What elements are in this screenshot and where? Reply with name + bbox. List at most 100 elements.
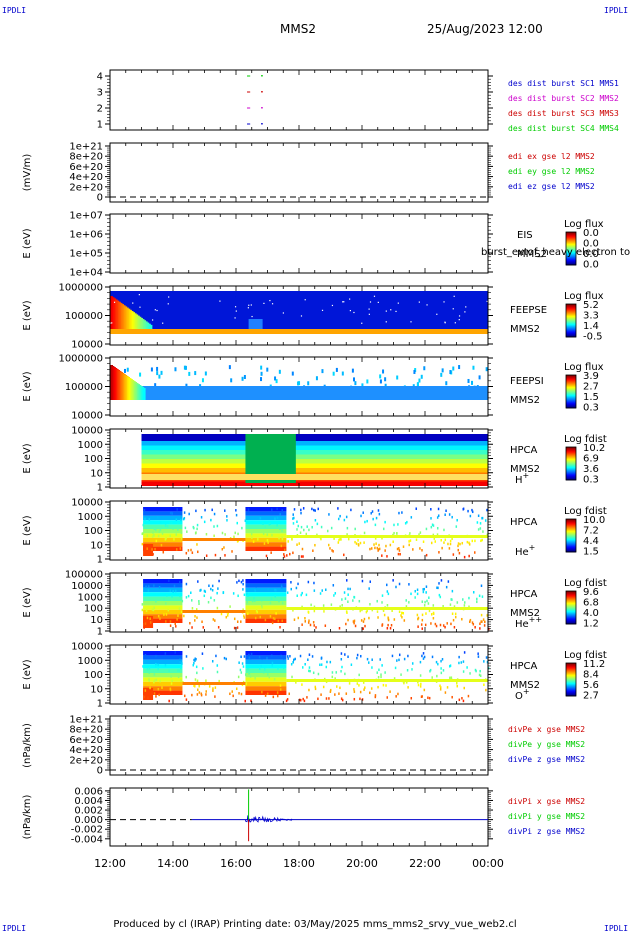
heatmap-cell [138,316,142,329]
heatmap-cell [341,665,343,669]
heatmap-cell [260,377,263,382]
y-tick-label: 2e+20 [69,755,103,766]
colorbar-segment [566,519,576,521]
heatmap-cell [124,306,128,329]
heatmap-cell [173,584,176,588]
heatmap-cell [245,587,287,593]
colorbar-segment [566,597,576,600]
heatmap-cell [203,594,206,598]
heatmap-cell [350,663,353,666]
heatmap-cell [197,580,199,583]
heatmap-cell [356,653,359,657]
heatmap-cell [430,541,433,545]
heatmap-cell [386,583,388,587]
heatmap-cell [474,551,476,554]
y-tick-label: 1e+07 [69,211,103,222]
heatmap-cell [175,518,178,522]
heatmap-cell [471,621,474,624]
heatmap-cell [436,586,438,589]
heatmap-cell [251,536,253,539]
colorbar-tick-label: 10.0 [583,515,605,526]
heatmap-cell [452,618,455,622]
heatmap-cell [180,515,183,518]
heatmap-cell [267,588,269,591]
heatmap-cell [444,538,447,542]
heatmap-cell [438,582,440,585]
colorbar-segment [566,526,576,529]
heatmap-cell [435,660,438,664]
heatmap-cell [316,522,319,526]
heatmap-cell [263,668,266,672]
colorbar-segment [566,668,576,670]
colorbar-segment [566,249,576,252]
heatmap-cell [418,533,420,536]
y-tick-label: 1 [97,627,103,638]
heatmap-cell [212,618,215,621]
heatmap-cell [439,688,442,691]
heatmap-cell [260,371,263,376]
heatmap-cell [344,597,347,600]
heatmap-cell [271,661,274,665]
y-tick-label: 10000 [71,411,103,422]
heatmap-cell [254,676,256,680]
heatmap-cell [266,367,269,372]
heatmap-cell [440,372,443,377]
heatmap-cell [376,546,379,550]
colorbar-segment [566,547,576,550]
heatmap-cell [270,597,273,600]
heatmap-cell [144,689,147,692]
heatmap-cell [132,302,134,304]
heatmap-cell [292,609,294,612]
heatmap-cell [472,365,475,370]
heatmap-cell [143,618,183,623]
heatmap-cell [282,312,284,314]
colorbar-segment [566,257,576,259]
heatmap-cell [198,602,200,606]
colorbar-segment [566,334,576,337]
heatmap-cell [418,301,420,303]
heatmap-cell [307,658,309,661]
heatmap-cell [344,672,346,676]
heatmap-cell [170,521,173,525]
heatmap-cell [168,699,170,703]
heatmap-cell [337,507,339,510]
heatmap-cell [442,669,445,672]
heatmap-cell [363,531,366,535]
heatmap-cell [416,613,419,617]
heatmap-cell [332,550,334,553]
y-axis-label: E (eV) [22,659,33,689]
colorbar-segment [566,399,576,401]
heatmap-cell [382,683,385,687]
heatmap-cell [230,378,233,383]
heatmap-cell [370,687,373,690]
heatmap-cell [190,599,193,602]
heatmap-cell [347,593,349,596]
heatmap-cell [236,626,239,629]
heatmap-cell [245,609,287,615]
heatmap-cell [212,689,214,692]
colorbar-segment [566,447,576,449]
colorbar-segment [566,308,576,310]
y-tick-label: 10 [90,684,103,695]
colorbar-segment [566,375,576,377]
y-axis-label: (mV/m) [22,154,33,192]
heatmap-cell [377,301,379,303]
heatmap-cell [450,622,452,626]
heatmap-cell [194,371,197,376]
colorbar-tick-label: 5.6 [583,680,599,691]
heatmap-cell [298,542,300,545]
heatmap-cell [186,530,188,533]
heatmap-cell [432,524,435,527]
colorbar-segment [566,663,576,665]
colorbar-segment [566,259,576,261]
y-tick-label: 10 [90,540,103,551]
heatmap-cell [152,531,154,534]
heatmap-cell [433,537,436,540]
colorbar-segment [566,530,576,532]
heatmap-cell [421,600,424,603]
colorbar-segment [566,382,576,385]
colorbar-tick-label: 7.2 [583,526,599,537]
heatmap-cell [179,594,181,598]
heatmap-cell [182,517,185,521]
heatmap-cell [429,668,432,672]
